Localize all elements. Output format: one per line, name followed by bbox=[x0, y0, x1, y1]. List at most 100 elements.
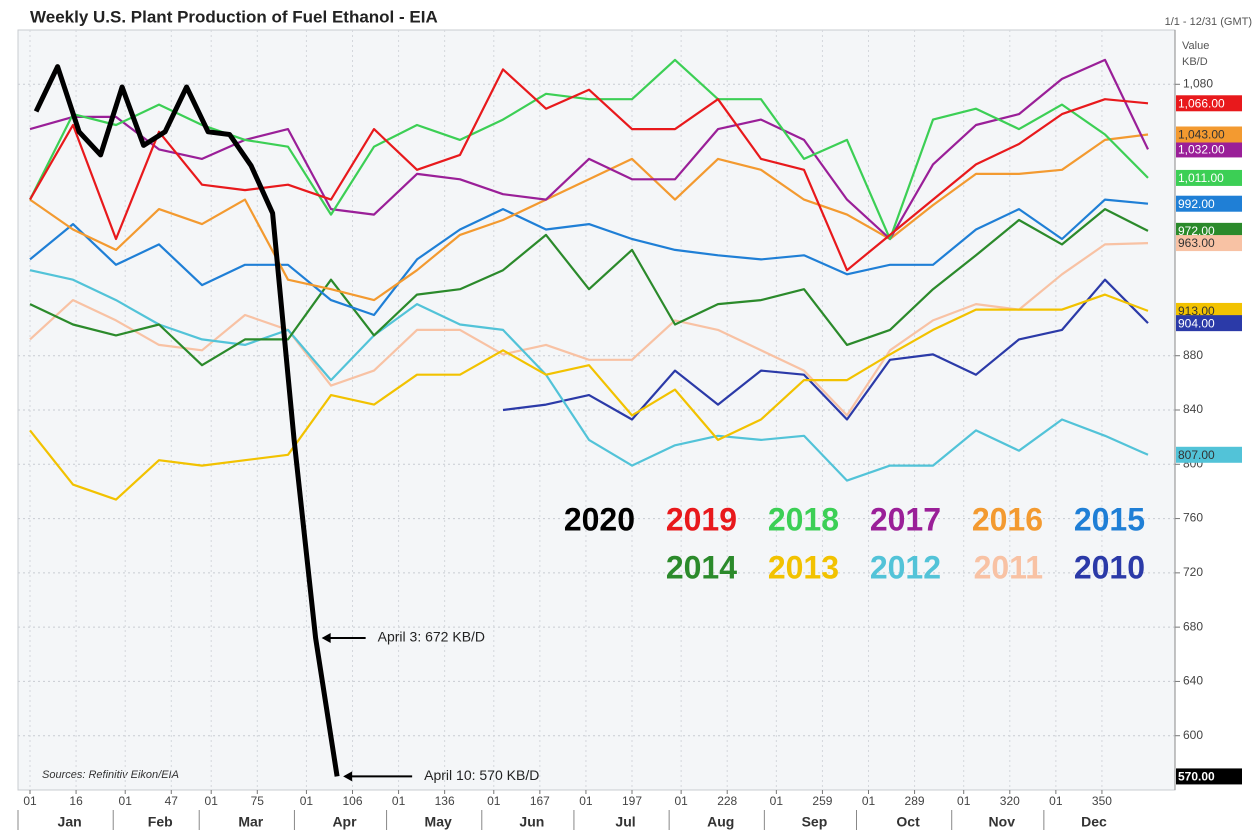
source-note: Sources: Refinitiv Eikon/EIA bbox=[42, 769, 179, 781]
y-tick-label: 720 bbox=[1183, 565, 1203, 579]
y-axis-unit: KB/D bbox=[1182, 56, 1208, 68]
y-tick-label: 760 bbox=[1183, 511, 1203, 525]
end-value-label: 904.00 bbox=[1178, 316, 1215, 330]
x-tick-label: 228 bbox=[717, 794, 737, 808]
x-tick-label: 289 bbox=[905, 794, 925, 808]
end-value-box bbox=[1176, 141, 1242, 158]
month-label: Dec bbox=[1081, 814, 1107, 830]
x-tick-label: 320 bbox=[1000, 794, 1020, 808]
chart-title: Weekly U.S. Plant Production of Fuel Eth… bbox=[30, 7, 438, 26]
month-label: Jul bbox=[615, 814, 635, 830]
annotation-arrowhead bbox=[343, 771, 353, 782]
end-value-label: 1,032.00 bbox=[1178, 143, 1225, 157]
y-tick-label: 880 bbox=[1183, 348, 1203, 362]
month-label: Sep bbox=[802, 814, 828, 830]
annotation: April 10: 570 KB/D bbox=[424, 767, 539, 783]
end-value-box bbox=[1176, 768, 1242, 785]
x-tick-label: 01 bbox=[205, 794, 219, 808]
end-value-box bbox=[1176, 302, 1242, 319]
x-tick-label: 01 bbox=[300, 794, 314, 808]
legend-entry: 2014 bbox=[666, 549, 737, 585]
month-label: Aug bbox=[707, 814, 734, 830]
y-tick-label: 680 bbox=[1183, 619, 1203, 633]
end-value-box bbox=[1176, 126, 1242, 143]
end-value-box bbox=[1176, 446, 1242, 463]
series-line bbox=[502, 278, 1149, 421]
legend-entry: 2020 bbox=[564, 501, 635, 537]
x-tick-label: 167 bbox=[530, 794, 550, 808]
annotation: April 3: 672 KB/D bbox=[378, 629, 485, 645]
legend-entry: 2011 bbox=[974, 549, 1043, 585]
x-tick-label: 01 bbox=[862, 794, 876, 808]
legend-entry: 2017 bbox=[870, 501, 941, 537]
month-label: Nov bbox=[989, 814, 1016, 830]
end-value-label: 807.00 bbox=[1178, 448, 1215, 462]
legend-entry: 2012 bbox=[870, 549, 941, 585]
end-value-label: 972.00 bbox=[1178, 224, 1215, 238]
end-value-label: 992.00 bbox=[1178, 197, 1215, 211]
legend-entry: 2010 bbox=[1074, 549, 1145, 585]
series-line bbox=[29, 208, 1149, 367]
legend-entry: 2019 bbox=[666, 501, 737, 537]
x-tick-label: 01 bbox=[487, 794, 501, 808]
x-tick-label: 136 bbox=[435, 794, 455, 808]
x-tick-label: 01 bbox=[119, 794, 133, 808]
series-line bbox=[29, 58, 1149, 241]
x-tick-label: 47 bbox=[165, 794, 179, 808]
month-label: Feb bbox=[148, 814, 173, 830]
x-tick-label: 01 bbox=[392, 794, 406, 808]
series-line bbox=[29, 242, 1149, 417]
y-tick-label: 600 bbox=[1183, 728, 1203, 742]
date-range: 1/1 - 12/31 (GMT) bbox=[1165, 16, 1252, 28]
month-label: Apr bbox=[332, 814, 357, 830]
end-value-box bbox=[1176, 315, 1242, 332]
series-line bbox=[29, 133, 1149, 302]
x-tick-label: 01 bbox=[579, 794, 593, 808]
series-line bbox=[29, 58, 1149, 241]
end-value-label: 1,066.00 bbox=[1178, 96, 1225, 110]
y-tick-label: 640 bbox=[1183, 674, 1203, 688]
x-tick-label: 350 bbox=[1092, 794, 1112, 808]
x-tick-label: 01 bbox=[1049, 794, 1063, 808]
series-line bbox=[29, 198, 1149, 317]
legend-entry: 2018 bbox=[768, 501, 839, 537]
legend-entry: 2015 bbox=[1074, 501, 1145, 537]
y-axis-label: Value bbox=[1182, 40, 1209, 52]
legend-entry: 2013 bbox=[768, 549, 839, 585]
y-tick-label: 1,080 bbox=[1183, 76, 1213, 90]
end-value-label: 1,043.00 bbox=[1178, 128, 1225, 142]
x-tick-label: 01 bbox=[23, 794, 37, 808]
series-line bbox=[29, 293, 1149, 501]
x-tick-label: 197 bbox=[622, 794, 642, 808]
x-tick-label: 01 bbox=[674, 794, 688, 808]
series-lines bbox=[29, 58, 1149, 777]
plot-area bbox=[17, 29, 1176, 791]
x-tick-label: 75 bbox=[251, 794, 265, 808]
end-value-box bbox=[1176, 235, 1242, 252]
end-value-label: 913.00 bbox=[1178, 304, 1215, 318]
month-label: May bbox=[425, 814, 452, 830]
x-tick-label: 106 bbox=[342, 794, 362, 808]
month-label: Jan bbox=[58, 814, 82, 830]
y-tick-label: 840 bbox=[1183, 402, 1203, 416]
series-line bbox=[29, 269, 1149, 482]
end-value-box bbox=[1176, 169, 1242, 186]
x-tick-label: 01 bbox=[770, 794, 784, 808]
end-value-label: 570.00 bbox=[1178, 770, 1215, 784]
month-label: Jun bbox=[519, 814, 544, 830]
end-value-box bbox=[1176, 222, 1242, 239]
legend-entry: 2016 bbox=[972, 501, 1043, 537]
month-label: Oct bbox=[896, 814, 920, 830]
end-value-box bbox=[1176, 195, 1242, 212]
x-tick-label: 259 bbox=[812, 794, 832, 808]
annotation-arrowhead bbox=[321, 633, 331, 643]
x-tick-label: 16 bbox=[69, 794, 83, 808]
month-label: Mar bbox=[238, 814, 263, 830]
end-value-label: 963.00 bbox=[1178, 236, 1215, 250]
x-tick-label: 01 bbox=[957, 794, 971, 808]
end-value-label: 1,011.00 bbox=[1178, 171, 1224, 185]
series-line bbox=[29, 68, 1149, 272]
series-line bbox=[33, 64, 340, 777]
